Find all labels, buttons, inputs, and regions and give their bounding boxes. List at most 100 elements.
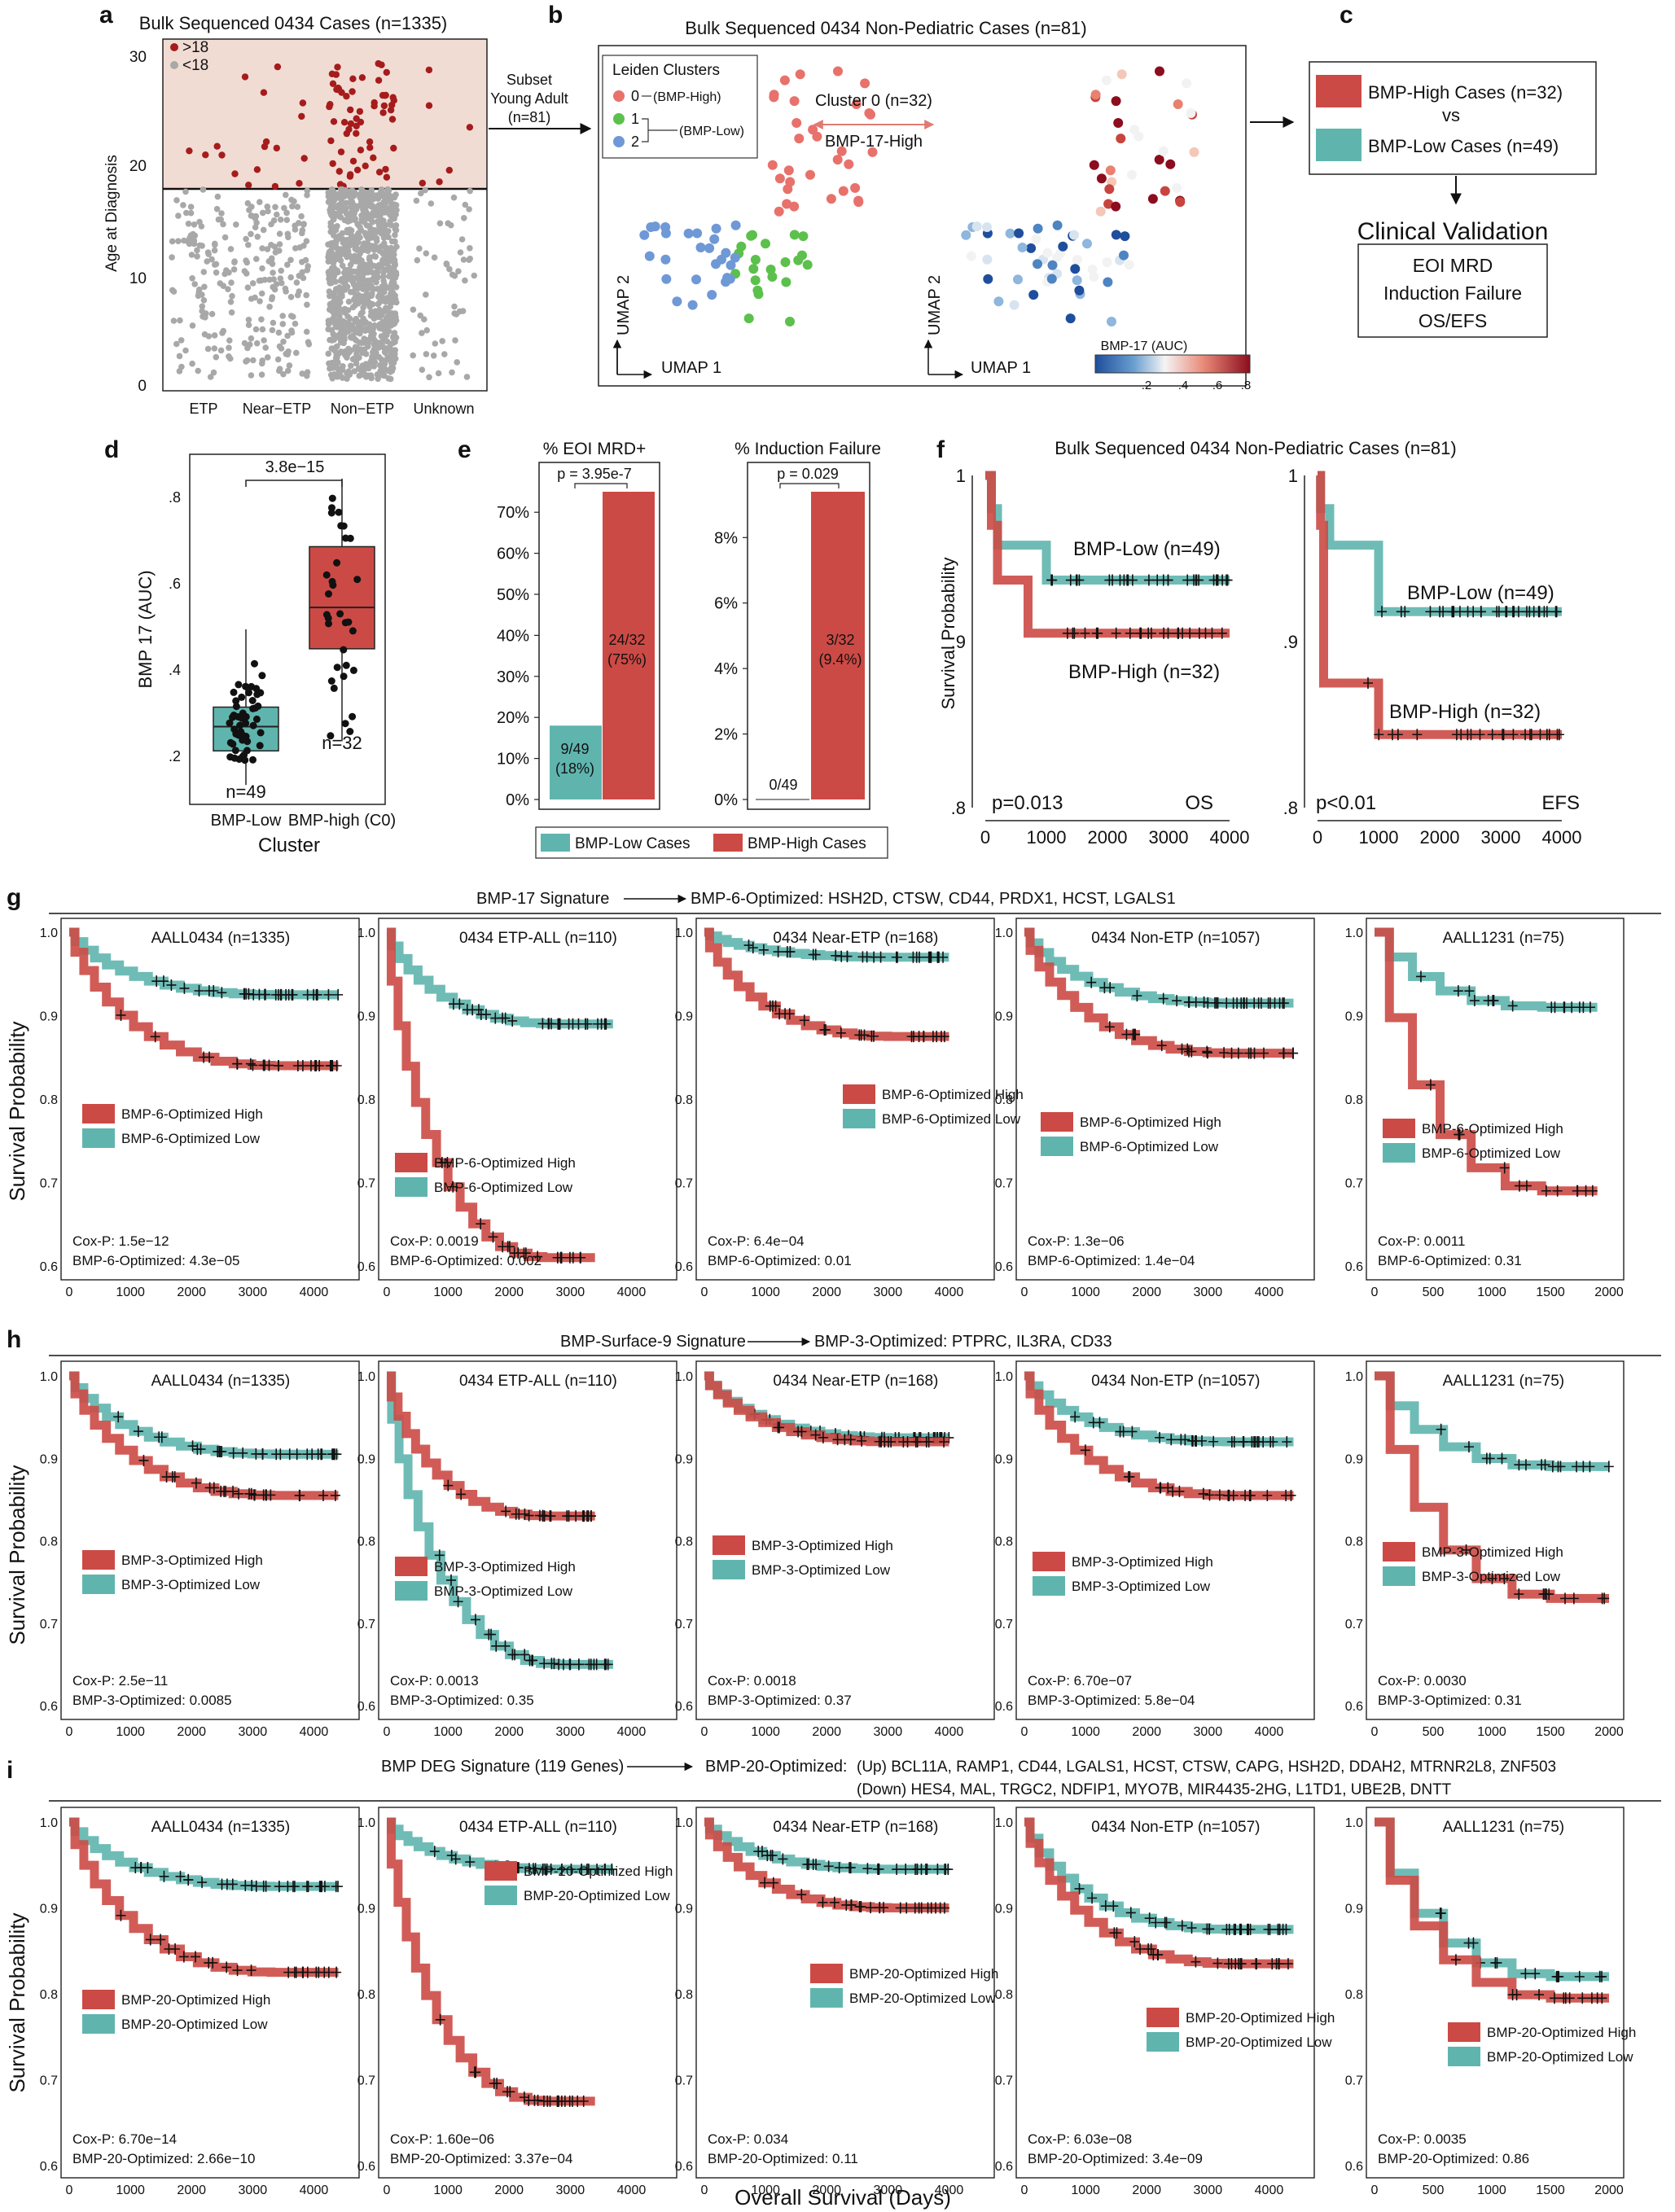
censor-mark [1449, 606, 1459, 618]
km-xtick: 1000 [116, 2184, 145, 2197]
censor-mark [476, 1218, 486, 1230]
adult-case-point [274, 63, 282, 71]
censor-mark [834, 1862, 844, 1874]
pediatric-case-point [259, 209, 266, 217]
km-xtick: 2000 [1132, 1286, 1161, 1299]
censor-mark [1461, 1544, 1471, 1556]
pediatric-case-point [393, 243, 400, 250]
censor-mark [1514, 1588, 1524, 1601]
censor-mark [330, 1489, 340, 1501]
pediatric-case-point [367, 245, 375, 252]
pediatric-case-point [302, 256, 309, 264]
box-point [257, 729, 265, 737]
km-frame [1366, 1360, 1625, 1720]
adult-case-point [419, 179, 426, 187]
panel-letter-i: i [7, 1757, 13, 1784]
cluster-0-point [836, 146, 847, 156]
censor-mark [912, 1436, 923, 1448]
auc-point [1014, 228, 1024, 239]
km-xtick: 2000 [177, 1725, 206, 1739]
censor-mark [892, 1864, 902, 1876]
censor-mark [1080, 1444, 1090, 1456]
pediatric-case-point [182, 188, 189, 195]
censor-mark [1484, 1452, 1495, 1465]
cluster-1-point [765, 265, 776, 274]
e-label-low-pct: (18%) [555, 760, 594, 777]
censor-mark [289, 1966, 300, 1978]
pediatric-case-point [358, 309, 365, 317]
box-point [342, 661, 350, 669]
km-low-curve [1024, 1817, 1294, 1934]
censor-mark [514, 1508, 524, 1520]
km-cox-p: Cox-P: 6.4e−04 [708, 1233, 805, 1249]
legend-under18: <18 [182, 57, 208, 74]
pediatric-case-point [328, 326, 335, 334]
pediatric-case-point [182, 347, 189, 354]
pediatric-case-point [339, 186, 346, 193]
km-ytick: 1.0 [357, 926, 375, 940]
censor-mark [274, 1881, 284, 1893]
km-xtick: 1000 [751, 2184, 780, 2197]
adult-case-point [353, 166, 362, 173]
km-legend-high-swatch [1033, 1552, 1065, 1571]
pediatric-case-point [250, 357, 257, 364]
auc-point [1160, 186, 1170, 196]
censor-mark [183, 1873, 194, 1886]
censor-mark [1282, 1436, 1292, 1448]
box-point [349, 712, 357, 721]
censor-mark [175, 1870, 186, 1882]
pediatric-case-point [259, 265, 265, 272]
pediatric-case-point [334, 210, 340, 217]
km-legend-low: BMP-3-Optimized Low [1072, 1579, 1211, 1594]
pediatric-case-point [379, 283, 385, 291]
pediatric-case-point [383, 316, 390, 322]
km-ytick: 0.9 [40, 1452, 58, 1466]
censor-mark [313, 1448, 323, 1461]
censor-mark [228, 1485, 239, 1497]
km-ytick: 0.7 [675, 1618, 693, 1632]
box-point [232, 703, 240, 711]
pediatric-case-point [248, 230, 254, 238]
cluster-2-point [726, 260, 736, 270]
auc-point [1158, 146, 1169, 156]
e-ytick-left: 70% [497, 504, 529, 522]
km-cox-p: Cox-P: 6.70e−07 [1028, 1673, 1132, 1689]
censor-mark [862, 1863, 873, 1875]
pediatric-case-point [371, 351, 378, 358]
box-point [327, 509, 335, 517]
pediatric-case-point [348, 198, 355, 205]
km-xtick: 3000 [874, 1725, 903, 1739]
pediatric-case-point [257, 199, 263, 205]
censor-mark [566, 1864, 577, 1876]
auc-point [1069, 230, 1079, 240]
a-xtick-non-etp: Non−ETP [331, 401, 395, 417]
f-ylabel: Survival Probability [938, 557, 958, 709]
pediatric-case-point [391, 201, 397, 208]
pediatric-case-point [226, 337, 233, 344]
adult-case-point [357, 147, 365, 154]
censor-mark [1158, 992, 1169, 1005]
f-ytick: .9 [1283, 632, 1298, 652]
km-legend-low: BMP-20-Optimized Low [849, 1991, 996, 2006]
pediatric-case-point [175, 212, 182, 219]
censor-mark [1487, 729, 1497, 741]
pediatric-case-point [294, 204, 301, 210]
pediatric-case-point [342, 274, 349, 280]
validation-os-efs: OS/EFS [1418, 310, 1487, 331]
pediatric-case-point [371, 322, 378, 329]
censor-mark [939, 1902, 949, 1914]
adult-case-point [329, 80, 337, 88]
pediatric-case-point [345, 298, 353, 305]
pediatric-case-point [252, 212, 260, 220]
km-xtick: 1000 [116, 1725, 145, 1739]
pediatric-case-point [300, 221, 307, 227]
km-ytick: 1.0 [357, 1816, 375, 1830]
pediatric-case-point [387, 369, 394, 375]
km-legend-low: BMP-20-Optimized Low [1487, 2049, 1633, 2065]
km-high-curve [69, 1371, 339, 1500]
censor-mark [1541, 606, 1552, 618]
pediatric-case-point [284, 332, 291, 339]
cluster-1-point [785, 317, 795, 326]
censor-mark [581, 1018, 591, 1030]
